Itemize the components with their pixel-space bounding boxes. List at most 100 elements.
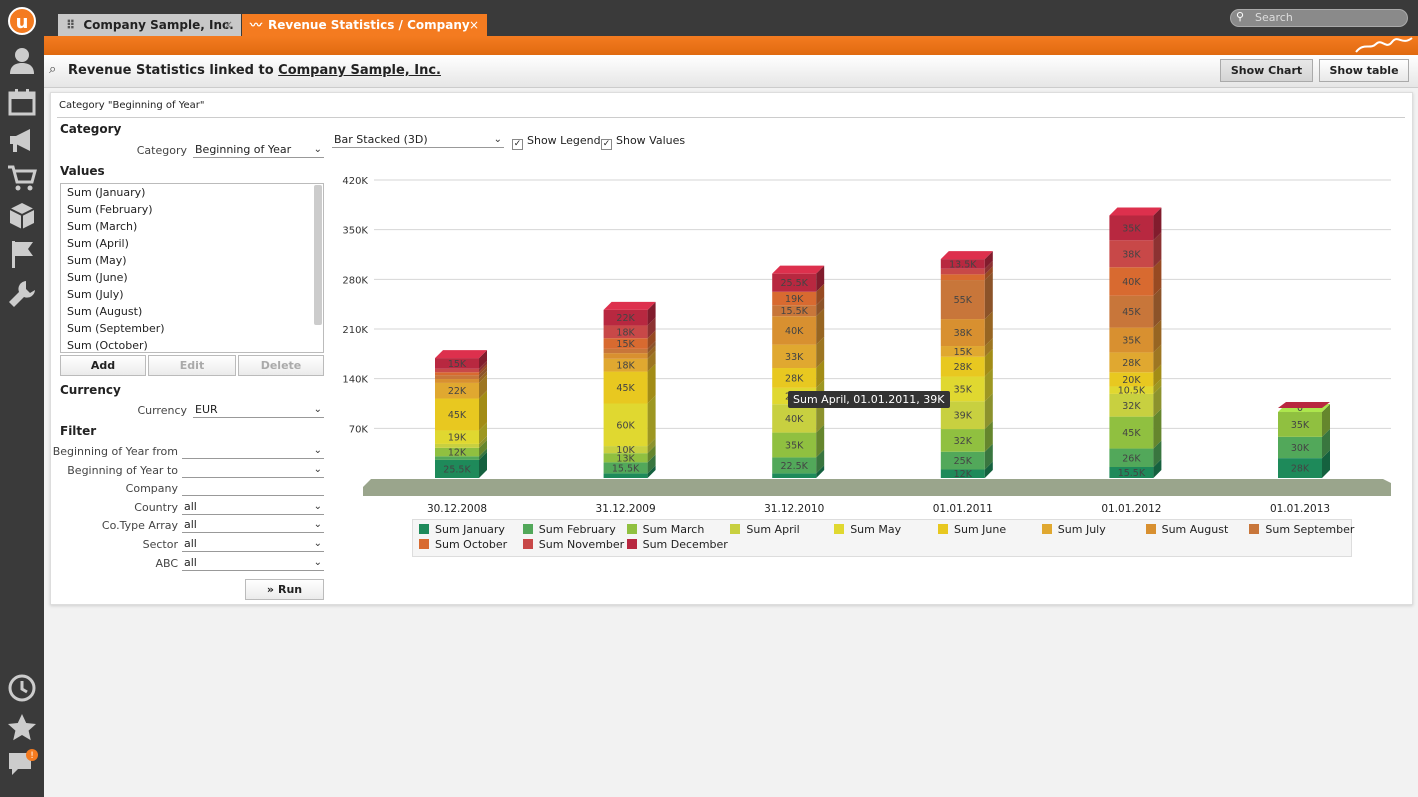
currency-select[interactable]: EUR ⌄ — [193, 402, 324, 418]
filter-text-input[interactable] — [182, 480, 324, 497]
list-item[interactable]: Sum (February) — [67, 203, 153, 216]
calendar-icon[interactable] — [6, 86, 38, 118]
chat-icon[interactable]: ! — [6, 748, 38, 780]
list-item[interactable]: Sum (January) — [67, 186, 146, 199]
bar-segment — [435, 379, 479, 383]
list-item[interactable]: Sum (August) — [67, 305, 143, 318]
megaphone-icon[interactable] — [6, 124, 38, 156]
data-label: 35K — [785, 441, 804, 452]
run-button[interactable]: » Run — [245, 579, 324, 600]
cart-icon[interactable] — [6, 162, 38, 194]
checkmark-icon: ✓ — [512, 139, 523, 150]
list-item[interactable]: Sum (April) — [67, 237, 129, 250]
show-legend-checkbox[interactable]: ✓ Show Legend — [512, 134, 601, 150]
chart-type-select[interactable]: Bar Stacked (3D) ⌄ — [332, 132, 504, 148]
legend-item[interactable]: Sum February — [522, 523, 616, 536]
legend-item[interactable]: Sum March — [626, 523, 704, 536]
search-input[interactable]: Search — [1230, 9, 1408, 27]
history-icon[interactable] — [6, 672, 38, 704]
company-link[interactable]: Company Sample, Inc. — [278, 63, 441, 78]
legend-item[interactable]: Sum August — [1145, 523, 1228, 536]
scrollbar[interactable] — [314, 185, 322, 325]
legend-item[interactable]: Sum July — [1041, 523, 1106, 536]
bar-segment — [940, 274, 985, 281]
data-label: 39K — [954, 411, 973, 422]
bar-segment-side — [1153, 385, 1162, 417]
filter-select[interactable]: all ⌄ — [182, 555, 324, 571]
data-label: 32K — [1122, 401, 1141, 412]
tab-revenue-statistics[interactable]: 〰 Revenue Statistics / Company × — [242, 14, 487, 36]
list-item[interactable]: Sum (October) — [67, 339, 148, 352]
bar-segment — [772, 273, 817, 292]
tab-company[interactable]: ⠿ Company Sample, Inc. × — [58, 14, 241, 36]
filter-select[interactable]: all ⌄ — [182, 517, 324, 534]
close-icon[interactable]: × — [468, 18, 479, 32]
filter-value: all — [184, 518, 197, 532]
show-values-checkbox[interactable]: ✓ Show Values — [601, 134, 685, 150]
bar-segment-side — [1153, 364, 1162, 387]
data-label: 15.5K — [612, 463, 640, 474]
bar-segment-side — [1153, 344, 1162, 373]
data-label: 40K — [785, 414, 804, 425]
delete-button[interactable]: Delete — [238, 355, 324, 376]
list-item[interactable]: Sum (March) — [67, 220, 138, 233]
legend-label: Sum January — [435, 523, 505, 536]
close-icon[interactable]: × — [222, 18, 233, 32]
box-icon[interactable] — [6, 200, 38, 232]
filter-select[interactable]: all ⌄ — [182, 499, 324, 515]
legend-swatch — [834, 524, 845, 534]
legend-item[interactable]: Sum June — [938, 523, 1006, 536]
legend-item[interactable]: Sum October — [419, 538, 507, 551]
legend-item[interactable]: Sum May — [834, 523, 901, 536]
star-icon[interactable] — [6, 712, 38, 744]
currency-section-title: Currency — [60, 383, 121, 397]
person-icon[interactable] — [6, 44, 38, 76]
currency-value: EUR — [195, 403, 218, 416]
edit-button[interactable]: Edit — [148, 355, 236, 376]
legend-item[interactable]: Sum January — [419, 523, 505, 536]
data-label: 25.5K — [443, 464, 471, 475]
data-label: 40K — [785, 326, 804, 337]
list-item[interactable]: Sum (May) — [67, 254, 127, 267]
category-select[interactable]: Beginning of Year ⌄ — [193, 142, 324, 158]
app-logo[interactable]: u — [8, 7, 36, 35]
legend-item[interactable]: Sum April — [730, 523, 800, 536]
show-legend-label: Show Legend — [527, 134, 601, 147]
bar-segment — [772, 432, 817, 458]
legend-item[interactable]: Sum December — [626, 538, 728, 551]
show-chart-button[interactable]: Show Chart — [1220, 59, 1313, 82]
values-list[interactable]: Sum (January) Sum (February) Sum (March)… — [60, 183, 324, 353]
bar-segment-side — [816, 283, 825, 306]
chevron-down-icon: ⌄ — [313, 404, 322, 415]
bar-segment — [435, 447, 479, 457]
list-item[interactable]: Sum (June) — [67, 271, 128, 284]
bar-segment-side — [1153, 259, 1162, 296]
legend-swatch — [419, 539, 429, 549]
bar-segment — [1109, 267, 1154, 296]
list-item[interactable]: Sum (July) — [67, 288, 124, 301]
filter-select[interactable]: ⌄ — [182, 443, 324, 459]
chart-legend: Sum January Sum February Sum March Sum Apri… — [412, 519, 1354, 557]
add-button[interactable]: Add — [60, 355, 146, 376]
statistics-icon: ⌕ — [49, 62, 57, 77]
legend-item[interactable]: Sum November — [522, 538, 624, 551]
filter-label: Beginning of Year to — [67, 463, 178, 477]
legend-swatch — [1249, 524, 1260, 534]
filter-select[interactable]: all ⌄ — [182, 536, 324, 552]
bar-segment-side — [984, 348, 993, 377]
bar-segment — [1109, 372, 1154, 387]
bar-segment-side — [479, 435, 487, 448]
legend-item[interactable]: Sum September — [1249, 523, 1354, 536]
flag-icon[interactable] — [6, 238, 38, 270]
wrench-icon[interactable] — [6, 278, 38, 310]
bar-segment — [1278, 458, 1322, 478]
bar-segment-side — [647, 345, 656, 359]
show-table-button[interactable]: Show table — [1319, 59, 1409, 82]
bar-segment-side — [1153, 378, 1162, 394]
list-item[interactable]: Sum (September) — [67, 322, 165, 335]
bar-segment-side — [984, 443, 993, 470]
data-label: 40K — [1122, 277, 1141, 288]
filter-select[interactable]: ⌄ — [182, 462, 324, 478]
bar-segment — [435, 398, 479, 431]
bar-segment — [1109, 416, 1154, 449]
